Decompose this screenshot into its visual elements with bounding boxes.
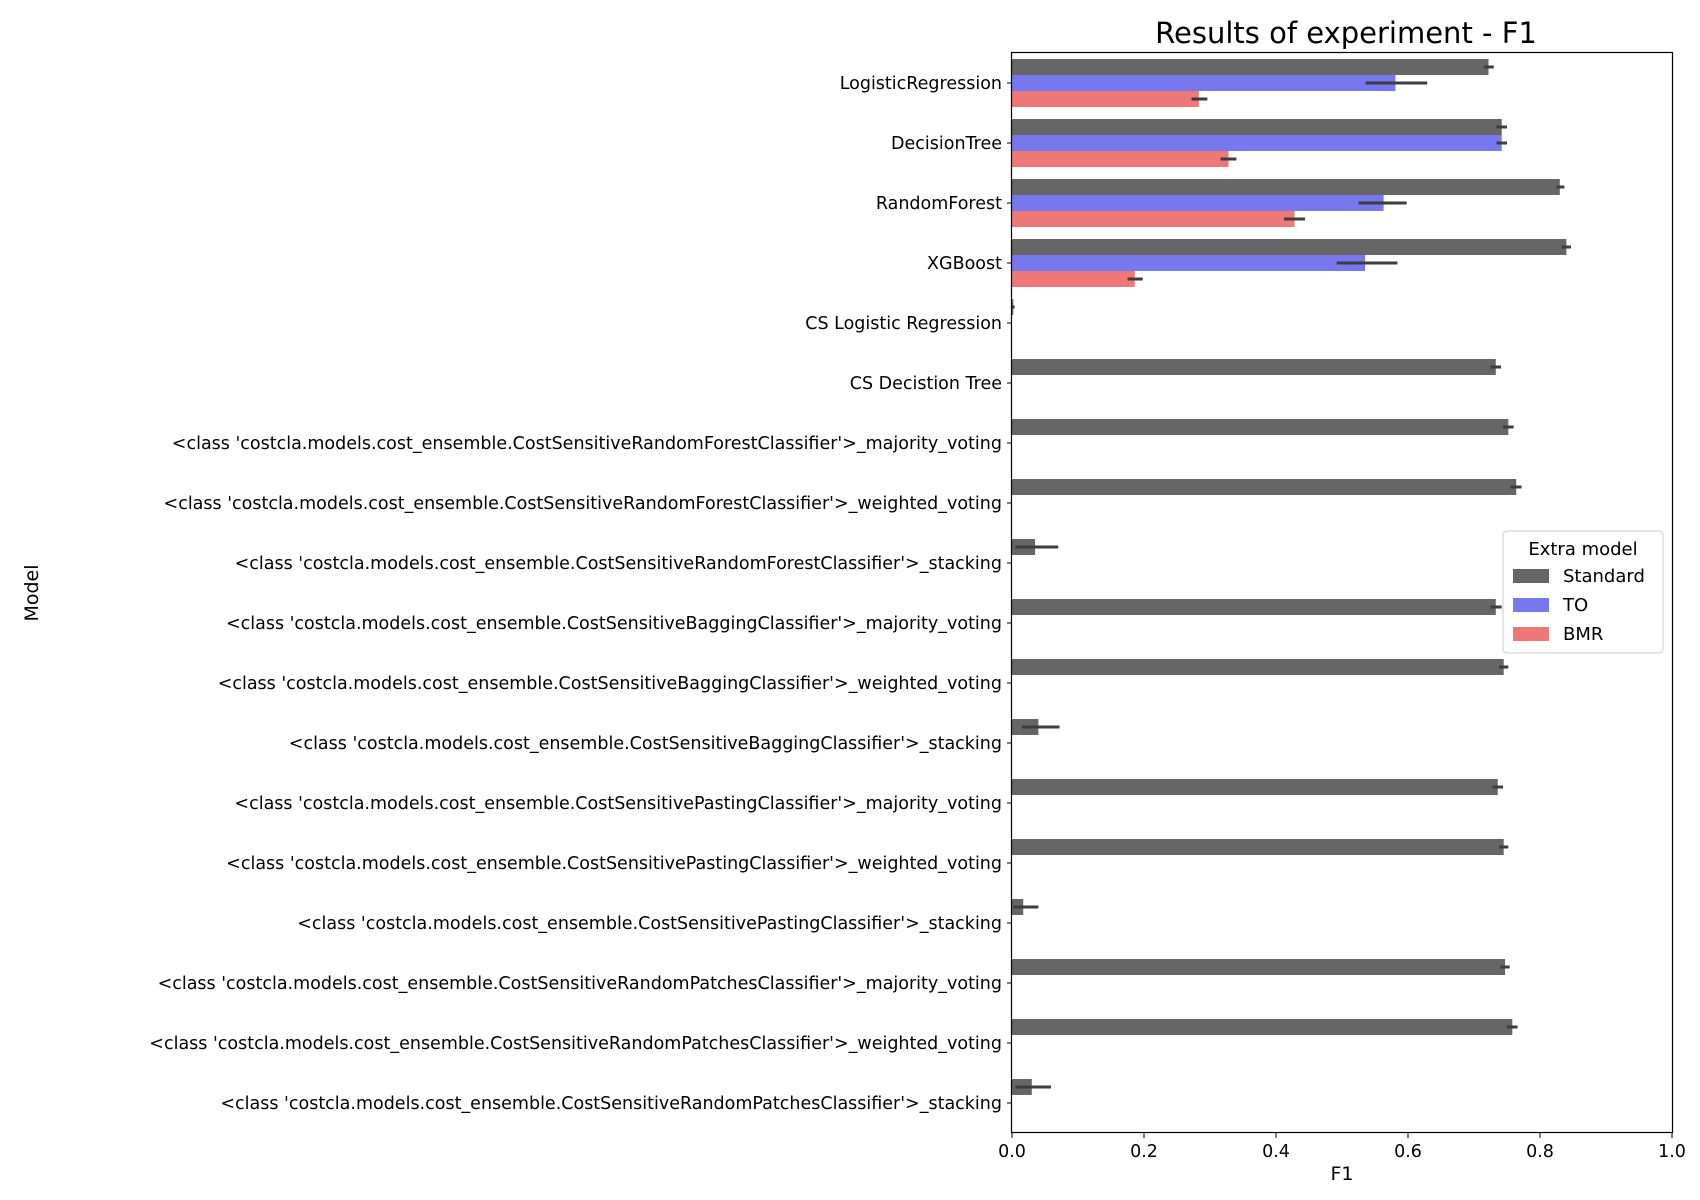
x-tick-label: 1.0	[1658, 1142, 1686, 1162]
bar-standard-0	[1012, 59, 1489, 75]
y-tick-label: <class 'costcla.models.cost_ensemble.Cos…	[149, 1034, 1002, 1054]
x-axis: 0.0 0.2 0.4 0.6 0.8 1.0	[998, 1133, 1686, 1162]
bar-standard-7	[1012, 479, 1517, 495]
bar-standard-6	[1012, 419, 1509, 435]
y-tick-label: <class 'costcla.models.cost_ensemble.Cos…	[172, 434, 1002, 454]
y-tick-label: <class 'costcla.models.cost_ensemble.Cos…	[218, 674, 1002, 694]
plot-frame	[1010, 51, 1674, 1134]
bar-standard-5	[1012, 359, 1496, 375]
y-tick-label: LogisticRegression	[840, 74, 1002, 94]
y-tick-label: <class 'costcla.models.cost_ensemble.Cos…	[220, 1094, 1002, 1114]
legend-label-to: TO	[1562, 595, 1588, 616]
bar-to-3	[1012, 255, 1366, 271]
bar-standard-13	[1012, 839, 1504, 855]
bar-standard-15	[1012, 959, 1506, 975]
y-axis: LogisticRegression DecisionTree RandomFore…	[149, 74, 1012, 1114]
legend: Extra model Standard TO BMR	[1502, 530, 1664, 654]
y-tick-label: <class 'costcla.models.cost_ensemble.Cos…	[158, 974, 1002, 994]
bar-standard-3	[1012, 239, 1567, 255]
plot-area	[1012, 59, 1572, 1095]
bar-bmr-2	[1012, 211, 1295, 227]
bar-standard-9	[1012, 599, 1496, 615]
bar-standard-10	[1012, 659, 1504, 675]
chart-title: Results of experiment - F1	[1155, 16, 1537, 50]
y-tick-label: DecisionTree	[891, 134, 1002, 154]
y-tick-label: CS Logistic Regression	[805, 314, 1002, 334]
legend-swatch-to	[1513, 598, 1549, 612]
bar-standard-16	[1012, 1019, 1513, 1035]
y-tick-label: XGBoost	[927, 254, 1002, 274]
bar-to-1	[1012, 135, 1502, 151]
y-tick-label: <class 'costcla.models.cost_ensemble.Cos…	[235, 554, 1002, 574]
x-tick-label: 0.0	[998, 1142, 1026, 1162]
legend-swatch-bmr	[1513, 627, 1549, 641]
y-tick-label: <class 'costcla.models.cost_ensemble.Cos…	[226, 614, 1002, 634]
legend-label-bmr: BMR	[1563, 624, 1603, 645]
bar-bmr-3	[1012, 271, 1135, 287]
x-tick-label: 0.8	[1526, 1142, 1554, 1162]
legend-label-standard: Standard	[1563, 566, 1645, 587]
bar-standard-1	[1012, 119, 1502, 135]
x-tick-label: 0.6	[1394, 1142, 1422, 1162]
bar-standard-12	[1012, 779, 1498, 795]
bar-to-0	[1012, 75, 1396, 91]
y-tick-label: <class 'costcla.models.cost_ensemble.Cos…	[289, 734, 1002, 754]
x-tick-label: 0.2	[1130, 1142, 1158, 1162]
legend-swatch-standard	[1513, 569, 1549, 583]
bar-bmr-0	[1012, 91, 1199, 107]
y-tick-label: <class 'costcla.models.cost_ensemble.Cos…	[234, 794, 1002, 814]
y-tick-label: RandomForest	[876, 194, 1002, 214]
y-axis-label: Model	[21, 564, 43, 621]
x-axis-label: F1	[1330, 1163, 1353, 1185]
bar-bmr-1	[1012, 151, 1229, 167]
x-tick-label: 0.4	[1262, 1142, 1290, 1162]
legend-title: Extra model	[1528, 539, 1637, 560]
y-tick-label: <class 'costcla.models.cost_ensemble.Cos…	[226, 854, 1002, 874]
y-tick-label: <class 'costcla.models.cost_ensemble.Cos…	[297, 914, 1002, 934]
bar-standard-2	[1012, 179, 1560, 195]
y-tick-label: <class 'costcla.models.cost_ensemble.Cos…	[164, 494, 1002, 514]
legend-frame	[1502, 530, 1664, 654]
y-tick-label: CS Decistion Tree	[850, 374, 1002, 394]
bar-to-2	[1012, 195, 1384, 211]
